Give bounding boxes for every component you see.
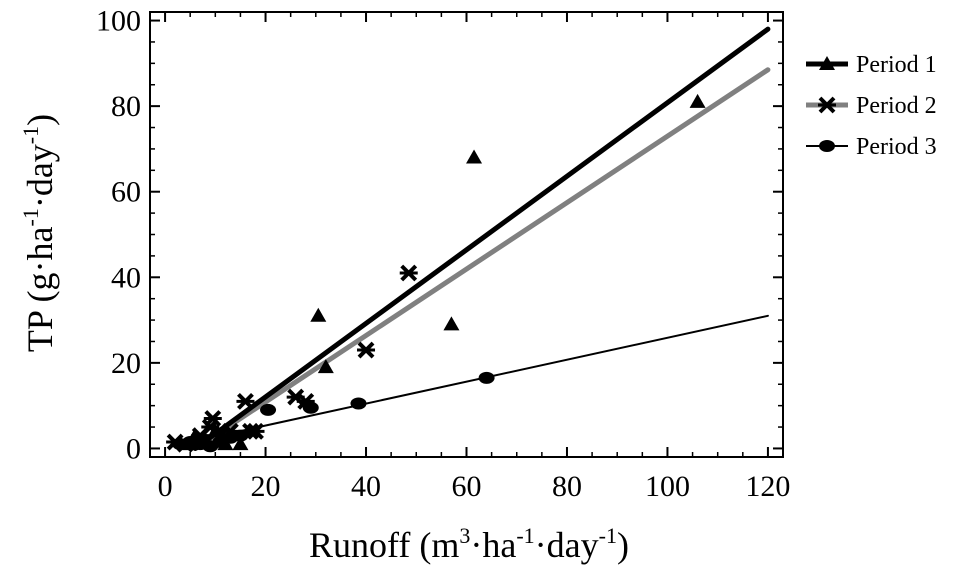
data-point-period-2: [236, 392, 255, 410]
data-point-period-1: [466, 149, 483, 164]
data-point-period-2: [399, 264, 418, 282]
data-point-period-3: [232, 429, 249, 442]
legend-marker: [818, 96, 836, 114]
axes: 0 20 40 60 80 100 120 0 20 40 60 80 100: [96, 5, 790, 503]
y-tick-label: 60: [111, 176, 141, 209]
data-point-period-1: [317, 359, 334, 374]
legend: Period 1 Period 2 Period 3: [806, 52, 937, 160]
plot-area: [166, 26, 771, 453]
data-point-period-3: [478, 371, 495, 384]
data-point-period-1: [443, 316, 460, 331]
legend-item-period-2: Period 2: [806, 93, 937, 119]
x-axis-title: Runoff (m3·ha-1·day-1): [309, 523, 629, 565]
x-tick-label: 120: [745, 470, 790, 503]
data-point-period-2: [357, 341, 376, 359]
data-point-period-2: [246, 422, 265, 440]
x-tick-label: 20: [251, 470, 281, 503]
x-tick-label: 40: [351, 470, 381, 503]
data-point-period-2: [203, 410, 222, 427]
data-point-period-1: [689, 93, 706, 108]
x-tick-label: 80: [552, 470, 582, 503]
legend-label: Period 2: [856, 93, 937, 119]
plot-frame: [149, 11, 784, 458]
legend-item-period-3: Period 3: [806, 134, 937, 160]
legend-marker: [819, 140, 835, 152]
x-tick-label: 100: [645, 470, 690, 503]
fit-line-period-2: [192, 67, 771, 451]
legend-label: Period 3: [856, 134, 937, 160]
x-tick-label: 0: [158, 470, 173, 503]
data-point-period-1: [232, 436, 249, 451]
y-axis-title: TP (g·ha-1·day-1): [18, 114, 60, 352]
y-tick-label: 100: [96, 5, 141, 38]
x-tick-label: 60: [452, 470, 482, 503]
y-tick-label: 40: [111, 261, 141, 294]
y-tick-label: 0: [126, 432, 141, 465]
data-point-period-3: [302, 401, 319, 414]
data-point-period-3: [350, 397, 367, 410]
data-point-period-1: [310, 307, 327, 322]
data-point-period-3: [260, 403, 277, 416]
y-tick-label: 20: [111, 347, 141, 380]
y-tick-label: 80: [111, 90, 141, 123]
fit-line-period-1: [192, 26, 771, 451]
legend-marker: [819, 56, 835, 70]
legend-label: Period 1: [856, 52, 937, 78]
legend-item-period-1: Period 1: [806, 52, 937, 78]
